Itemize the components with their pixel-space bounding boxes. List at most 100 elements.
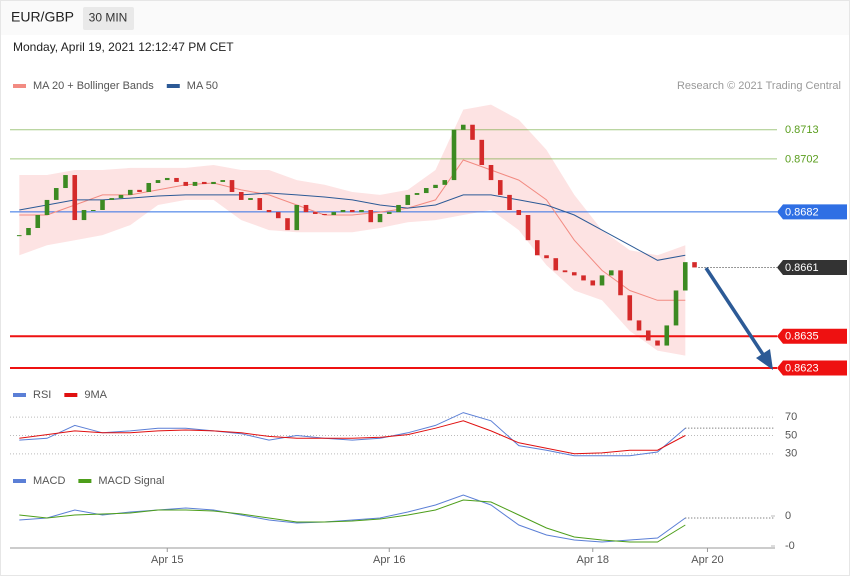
candle (673, 290, 679, 326)
candle (627, 295, 633, 321)
legend-label: 9MA (84, 389, 107, 401)
indicator-line (19, 499, 686, 543)
level-label: 0.8713 (785, 124, 819, 136)
candle (229, 180, 235, 192)
indicator-line (19, 494, 686, 543)
candle (220, 180, 226, 182)
candle (599, 275, 605, 286)
candle (322, 213, 327, 216)
candle (618, 270, 623, 296)
candle (192, 181, 198, 186)
candle (433, 184, 438, 189)
candle (692, 262, 697, 268)
candle (423, 188, 429, 194)
forecast-arrow (704, 267, 766, 357)
candle (248, 198, 253, 200)
candle (26, 227, 31, 236)
candle (127, 189, 133, 195)
level-label: 0.8661 (785, 262, 819, 274)
credit: Research © 2021 Trading Central (677, 80, 841, 92)
candle (405, 194, 411, 205)
candle (155, 180, 161, 183)
candle (81, 209, 87, 221)
legend-swatch (13, 393, 26, 397)
candle (257, 198, 263, 210)
candle (451, 129, 457, 181)
candle (525, 215, 531, 241)
candle (72, 175, 78, 221)
candle (460, 124, 466, 130)
candle (349, 209, 355, 213)
candle (44, 199, 50, 216)
level-tag (777, 259, 847, 275)
y-tick-label: 70 (785, 411, 797, 423)
legend-label: MACD Signal (98, 475, 164, 487)
candle (682, 262, 688, 291)
candle (636, 320, 642, 331)
legend-label: RSI (33, 389, 51, 401)
level-tag (777, 204, 847, 220)
legend-swatch (64, 393, 78, 397)
candle (396, 204, 401, 213)
candle (645, 330, 651, 341)
x-tick-label: Apr 15 (151, 554, 183, 566)
candle (414, 193, 420, 195)
candle (100, 199, 105, 210)
y-tick-label: -0 (785, 540, 795, 552)
interval: 30 MIN (89, 11, 128, 25)
candle (63, 175, 68, 189)
candle (211, 181, 216, 185)
bollinger-band (19, 104, 686, 356)
timestamp: Monday, April 19, 2021 12:12:47 PM CET (13, 40, 234, 54)
candle (497, 180, 503, 195)
x-tick-label: Apr 16 (373, 554, 405, 566)
x-tick-label: Apr 20 (691, 554, 723, 566)
candle (507, 194, 512, 210)
candle (470, 124, 475, 140)
y-tick-label: 0 (785, 510, 791, 522)
interval-box (83, 7, 134, 30)
candle (590, 280, 596, 286)
candle (35, 215, 41, 228)
candle (53, 188, 59, 200)
legend-swatch (166, 84, 180, 88)
candle (488, 164, 494, 181)
candle (238, 191, 244, 200)
candle (312, 212, 318, 214)
y-tick-label: 50 (785, 429, 797, 441)
candle (608, 270, 614, 276)
x-tick-label: Apr 18 (577, 554, 609, 566)
candle (562, 270, 568, 273)
candle (146, 182, 152, 192)
legend-swatch (13, 479, 26, 483)
candle (377, 213, 383, 223)
candle (90, 209, 96, 211)
symbol: EUR/GBP (11, 9, 74, 25)
candle (368, 209, 374, 223)
legend-label: MACD (33, 475, 65, 487)
candle (118, 194, 124, 199)
candle (201, 181, 207, 185)
candle (183, 181, 189, 186)
candle (109, 198, 115, 200)
candle (275, 212, 281, 219)
candle (544, 255, 549, 259)
level-tag (777, 360, 847, 376)
legend-label: MA 50 (187, 80, 218, 92)
candle (340, 209, 346, 213)
candle (655, 340, 660, 346)
candle (285, 218, 290, 231)
level-label: 0.8682 (785, 206, 819, 218)
candle (479, 139, 485, 165)
candle (386, 212, 392, 214)
candle (442, 180, 448, 185)
candle (581, 275, 586, 281)
header-bar (1, 1, 849, 35)
legend-swatch (78, 479, 92, 483)
forecast-arrowhead (756, 349, 773, 370)
level-label: 0.8702 (785, 153, 819, 165)
candle (16, 235, 22, 237)
candle (534, 240, 540, 256)
